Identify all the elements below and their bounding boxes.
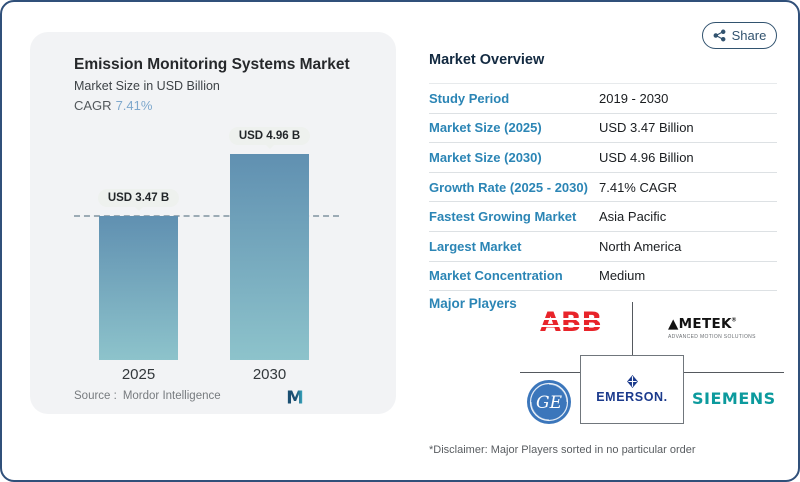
ametek-logo: ▲METEK® ADVANCED MOTION SOLUTIONS — [668, 315, 756, 340]
registered-mark: ® — [731, 317, 737, 324]
abb-logo: ABB — [540, 307, 603, 338]
siemens-logo: SIEMENS — [692, 389, 776, 408]
disclaimer-text: *Disclaimer: Major Players sorted in no … — [429, 444, 696, 456]
ge-logo: GE — [527, 380, 571, 424]
x-axis-label-2025: 2025 — [121, 366, 156, 383]
row-value: North America — [599, 238, 682, 254]
ametek-tagline: ADVANCED MOTION SOLUTIONS — [668, 334, 756, 340]
cagr-label: CAGR — [74, 98, 112, 113]
overview-table: Study Period 2019 - 2030 Market Size (20… — [429, 83, 777, 292]
cagr-line: CAGR 7.41% — [74, 98, 152, 113]
chart-card: Emission Monitoring Systems Market Marke… — [30, 32, 396, 414]
bar-group-2030: USD 4.96 B — [228, 60, 311, 360]
share-icon — [713, 29, 726, 42]
connector-left-line — [520, 372, 580, 373]
bar-value-text: USD 3.47 B — [107, 192, 170, 204]
share-button-label: Share — [731, 28, 767, 43]
bar-group-2025: USD 3.47 B — [97, 60, 180, 360]
chart-subtitle: Market Size in USD Billion — [74, 79, 220, 93]
row-value: USD 3.47 Billion — [599, 120, 694, 136]
major-players-label: Major Players — [429, 296, 517, 311]
row-label: Market Size (2025) — [429, 120, 542, 136]
row-value: 2019 - 2030 — [599, 90, 669, 106]
connector-vertical-line — [632, 302, 633, 355]
source-label: Source : — [74, 390, 117, 402]
row-value: 7.41% CAGR — [599, 179, 678, 195]
source-value: Mordor Intelligence — [122, 390, 221, 402]
table-row-fastest-growing-market: Fastest Growing Market Asia Pacific — [429, 202, 777, 232]
bar-2025 — [99, 216, 178, 360]
overview-title: Market Overview — [429, 52, 545, 68]
row-label: Study Period — [429, 90, 510, 106]
table-row-market-size-2025: Market Size (2025) USD 3.47 Billion — [429, 114, 777, 144]
source-attribution: Source : Mordor Intelligence — [74, 390, 221, 402]
mordor-logo-letter: M — [286, 389, 304, 405]
bar-value-text: USD 4.96 B — [238, 130, 301, 142]
table-row-study-period: Study Period 2019 - 2030 — [429, 84, 777, 114]
row-label: Fastest Growing Market — [429, 209, 577, 225]
x-axis-label-2030: 2030 — [252, 366, 287, 383]
mordor-intelligence-logo-icon: M — [286, 389, 304, 405]
abb-logo-text: ABB — [540, 307, 603, 338]
bar-2030 — [230, 154, 309, 360]
connector-right-line — [684, 372, 784, 373]
bar-value-label-2025: USD 3.47 B — [97, 189, 180, 207]
ge-logo-text: GE — [536, 393, 563, 413]
table-row-market-size-2030: Market Size (2030) USD 4.96 Billion — [429, 143, 777, 173]
share-button[interactable]: Share — [702, 22, 777, 49]
cagr-value: 7.41% — [115, 98, 153, 113]
table-row-largest-market: Largest Market North America — [429, 232, 777, 262]
row-value: Asia Pacific — [599, 209, 667, 225]
row-label: Market Size (2030) — [429, 149, 542, 165]
row-value: Medium — [599, 268, 646, 284]
table-row-market-concentration: Market Concentration Medium — [429, 262, 777, 292]
table-row-growth-rate: Growth Rate (2025 - 2030) 7.41% CAGR — [429, 173, 777, 203]
emerson-logo-box: EMERSON. — [580, 355, 684, 424]
row-label: Largest Market — [429, 238, 522, 254]
bar-value-label-2030: USD 4.96 B — [228, 127, 311, 145]
reference-dashed-line — [74, 215, 339, 217]
emerson-diamond-icon — [626, 375, 638, 388]
chart-title: Emission Monitoring Systems Market — [74, 56, 350, 73]
row-value: USD 4.96 Billion — [599, 149, 694, 165]
emerson-logo-text: EMERSON. — [596, 390, 668, 404]
row-label: Growth Rate (2025 - 2030) — [429, 179, 588, 195]
ametek-logo-text: ▲METEK — [668, 316, 732, 332]
row-label: Market Concentration — [429, 268, 563, 284]
